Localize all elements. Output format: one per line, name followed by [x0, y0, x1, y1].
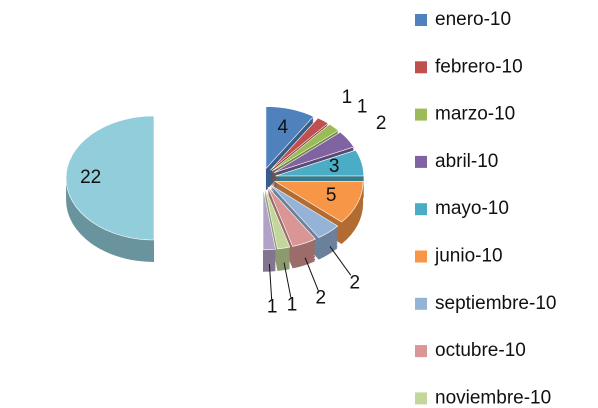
- value-label: 1: [267, 296, 278, 317]
- value-label: 5: [326, 185, 337, 206]
- legend-swatch: [415, 14, 427, 26]
- leader-line: [283, 262, 292, 298]
- value-label: 3: [329, 156, 340, 177]
- value-label: 2: [376, 113, 387, 134]
- value-label: 2: [316, 288, 327, 309]
- slice: [271, 123, 339, 172]
- leader-line: [304, 257, 319, 291]
- slice: [270, 185, 339, 238]
- slice: [265, 106, 315, 170]
- slice: [273, 131, 355, 173]
- legend-label: octubre-10: [435, 340, 526, 361]
- slice: [275, 149, 364, 177]
- slice: [262, 187, 276, 251]
- legend-label: febrero-10: [435, 56, 523, 77]
- legend-swatch: [415, 203, 427, 216]
- legend-label: abril-10: [435, 151, 498, 172]
- value-label: 1: [342, 87, 353, 108]
- legend-label: marzo-10: [435, 104, 515, 125]
- value-label: 4: [278, 117, 289, 138]
- legend-label: noviembre-10: [435, 387, 551, 408]
- value-label: 1: [357, 97, 368, 118]
- legend-swatch: [415, 61, 427, 74]
- legend-label: enero-10: [435, 9, 511, 30]
- legend-label: junio-10: [434, 246, 503, 267]
- value-label: 1: [287, 294, 298, 315]
- leader-line: [268, 264, 273, 300]
- slice-side: [271, 186, 338, 260]
- slice: [270, 117, 329, 171]
- legend-label: mayo-10: [435, 198, 509, 219]
- legend-swatch: [415, 155, 427, 168]
- slice: [65, 115, 155, 241]
- leader-line: [329, 246, 352, 276]
- value-label: 2: [349, 272, 360, 293]
- legend-swatch: [415, 108, 427, 121]
- value-label: 22: [80, 167, 101, 188]
- slice: [274, 181, 364, 223]
- slice: [267, 186, 316, 247]
- legend-label: septiembre-10: [435, 293, 556, 314]
- slice: [264, 187, 291, 250]
- legend-swatch: [415, 297, 427, 310]
- legend-swatch: [415, 345, 427, 358]
- legend-swatch: [415, 250, 427, 263]
- legend-swatch: [415, 392, 427, 405]
